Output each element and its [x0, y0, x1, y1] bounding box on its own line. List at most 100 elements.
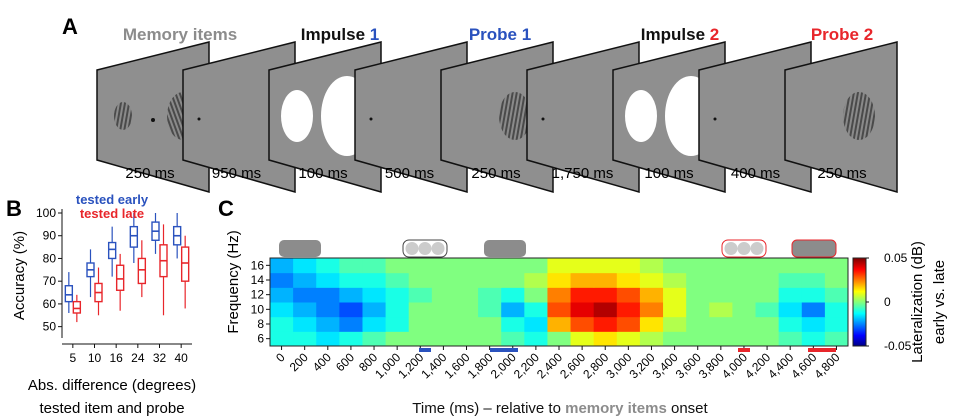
heat-cell: [316, 317, 340, 332]
stage-title: Impulse 2: [641, 25, 719, 44]
heat-cell: [270, 317, 294, 332]
impulse-disc: [281, 90, 313, 142]
x-tick-label: 2,800: [580, 350, 611, 381]
fixation: [370, 118, 373, 121]
heat-cell: [594, 302, 618, 317]
heat-cell: [802, 258, 826, 273]
heat-cell: [779, 331, 803, 346]
heat-cell: [478, 302, 502, 317]
stage-title: Probe 1: [469, 25, 531, 44]
heat-cell: [409, 302, 433, 317]
heat-cell: [432, 258, 456, 273]
duration-label: 250 ms: [817, 165, 866, 182]
heat-cell: [756, 287, 780, 302]
heat-cell: [779, 258, 803, 273]
heat-cell: [825, 287, 849, 302]
heat-cell: [455, 317, 479, 332]
heat-cell: [293, 258, 317, 273]
box: [65, 286, 72, 302]
heat-cell: [362, 273, 386, 288]
heat-cell: [825, 258, 849, 273]
heat-cell: [571, 287, 595, 302]
heat-cell: [640, 317, 664, 332]
heat-cell: [362, 287, 386, 302]
heat-cell: [455, 302, 479, 317]
x-tick-label: 4,600: [788, 350, 819, 381]
heat-cell: [779, 302, 803, 317]
heat-cell: [779, 317, 803, 332]
heat-cell: [686, 302, 710, 317]
heat-cell: [802, 317, 826, 332]
x-tick-label: 3,600: [673, 350, 704, 381]
x-tick-label: 1,000: [372, 350, 403, 381]
heat-cell: [316, 287, 340, 302]
x-tick-label: 1,800: [465, 350, 496, 381]
box: [182, 247, 189, 281]
heat-cell: [663, 287, 687, 302]
fixation: [198, 118, 201, 121]
box: [73, 302, 80, 313]
heat-cell: [756, 331, 780, 346]
x-tick-label: 0: [273, 350, 288, 365]
heat-cell: [339, 331, 363, 346]
x-axis-title: Time (ms) – relative to memory items ons…: [412, 400, 708, 417]
x-tick-label: 3,200: [626, 350, 657, 381]
colorbar-tick-label: 0: [884, 295, 891, 309]
x-tick-label: 600: [333, 350, 357, 374]
heat-cell: [339, 258, 363, 273]
heat-cell: [779, 287, 803, 302]
heat-cell: [732, 273, 756, 288]
x-tick-label: 400: [310, 350, 334, 374]
heat-cell: [524, 331, 548, 346]
heat-cell: [409, 317, 433, 332]
x-tick-label: 24: [131, 351, 145, 365]
heat-cell: [709, 331, 733, 346]
heat-cell: [386, 302, 410, 317]
heat-cell: [617, 331, 641, 346]
heat-cell: [617, 258, 641, 273]
y-tick-label: 70: [43, 274, 57, 288]
stage-title: Memory items: [123, 25, 237, 44]
x-tick-label: 1,600: [442, 350, 473, 381]
heat-cell: [455, 273, 479, 288]
heat-cell: [293, 331, 317, 346]
box: [109, 243, 116, 259]
impulse-disc: [625, 90, 657, 142]
heat-cell: [339, 287, 363, 302]
heat-cell: [686, 331, 710, 346]
box: [138, 258, 145, 283]
heat-cell: [293, 317, 317, 332]
x-tick-label: 4,000: [719, 350, 750, 381]
y-tick-label: 100: [36, 206, 56, 220]
heat-cell: [571, 317, 595, 332]
heat-cell: [293, 287, 317, 302]
heat-cell: [547, 302, 571, 317]
heat-cell: [524, 287, 548, 302]
heat-cell: [594, 331, 618, 346]
x-tick-label: 2,400: [534, 350, 565, 381]
x-tick-label: 40: [174, 351, 188, 365]
x-axis-title: tested item and probe: [39, 400, 184, 417]
heat-cell: [640, 258, 664, 273]
heat-cell: [686, 317, 710, 332]
heat-cell: [362, 302, 386, 317]
heat-cell: [547, 273, 571, 288]
heat-cell: [594, 258, 618, 273]
heat-cell: [640, 287, 664, 302]
heat-cell: [501, 317, 525, 332]
heat-cell: [386, 273, 410, 288]
box: [130, 227, 137, 247]
heat-cell: [293, 302, 317, 317]
stage-title: Probe 2: [811, 25, 873, 44]
x-tick-label: 4,400: [765, 350, 796, 381]
y-tick-label: 60: [43, 297, 57, 311]
heat-cell: [594, 287, 618, 302]
heat-cell: [709, 287, 733, 302]
x-axis-title: Abs. difference (degrees): [28, 377, 196, 394]
heat-cell: [386, 258, 410, 273]
duration-label: 500 ms: [385, 165, 434, 182]
x-tick-label: 1,400: [418, 350, 449, 381]
heat-cell: [571, 331, 595, 346]
heat-cell: [663, 273, 687, 288]
heat-cell: [293, 273, 317, 288]
